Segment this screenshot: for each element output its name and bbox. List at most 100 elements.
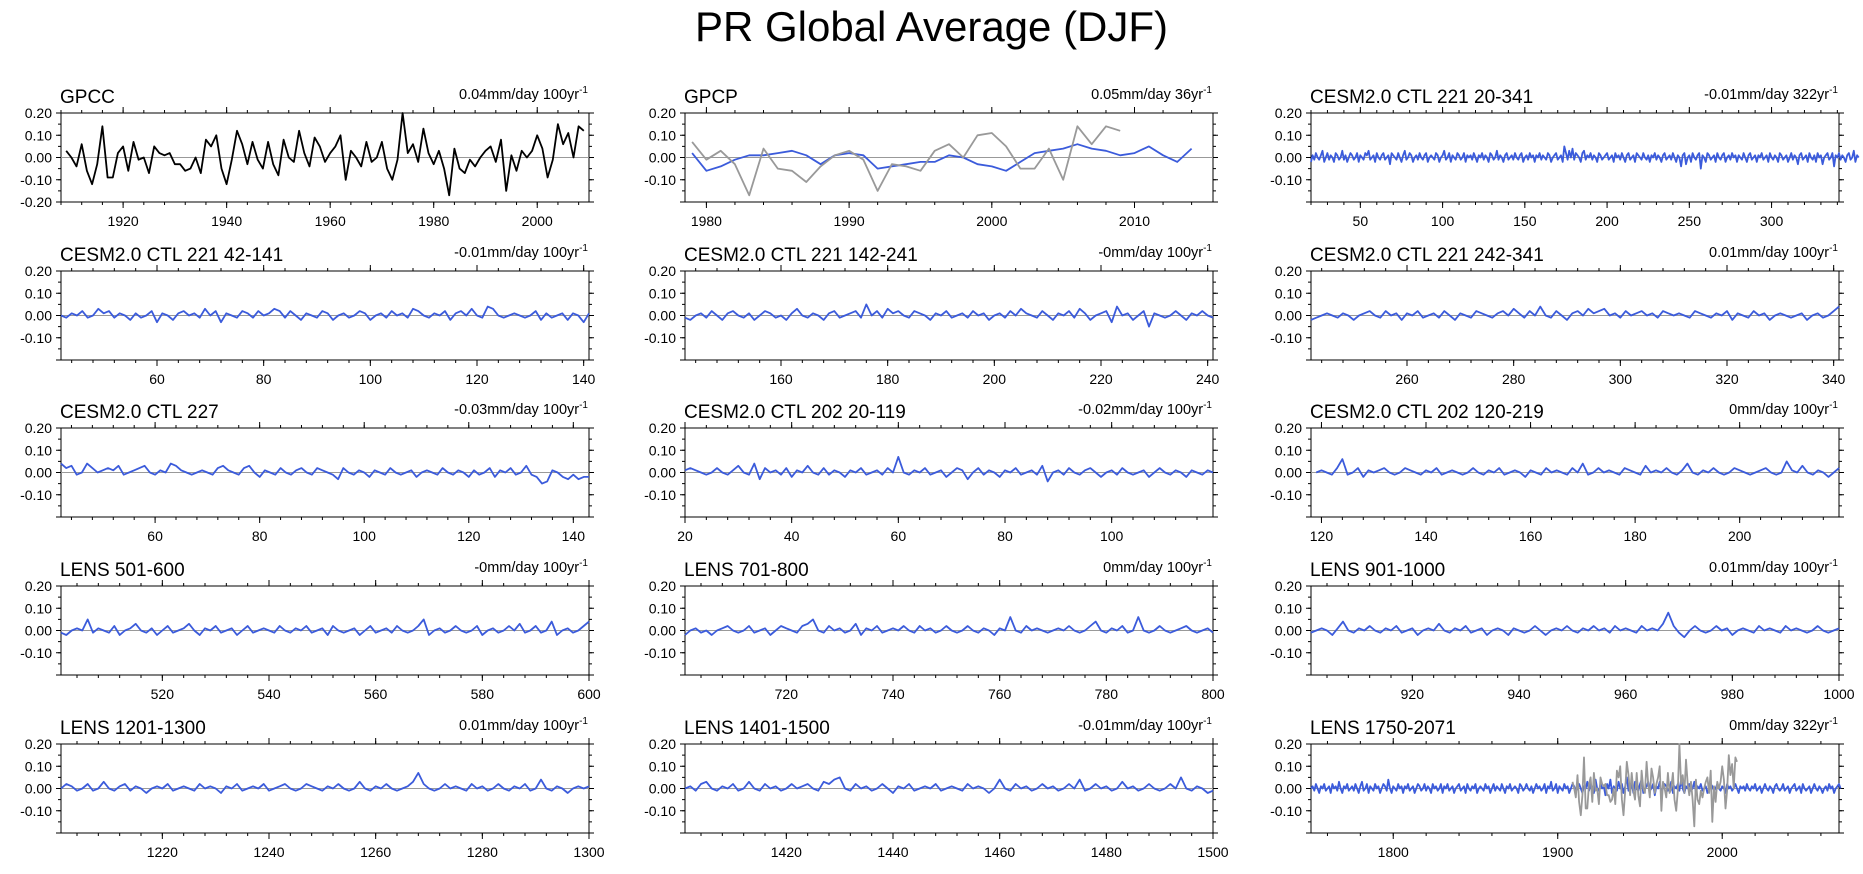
x-tick-label: 250 xyxy=(1678,213,1702,229)
trend-value: 0mm/day 100yr xyxy=(1103,560,1203,576)
series-line xyxy=(1315,458,1840,478)
x-tick-label: 20 xyxy=(677,528,693,544)
x-tick-label: 980 xyxy=(1721,686,1745,702)
y-tick-label: 0.10 xyxy=(649,600,676,616)
panel-title: CESM2.0 CTL 202 120-219 xyxy=(1310,402,1544,423)
x-tick-label: 220 xyxy=(1089,371,1113,387)
chart-panel: 0.20 0.10 0.00 -0.10 -0.20 1920 1940 1960 1980 20… xyxy=(20,85,594,229)
y-tick-label: 0.10 xyxy=(649,127,676,143)
x-tick-label: 240 xyxy=(1196,371,1220,387)
trend-label: 0.04mm/day 100yr-1 xyxy=(459,85,588,103)
y-tick-label: 0.00 xyxy=(649,781,676,797)
y-tick-label: -0.20 xyxy=(20,194,52,210)
trend-value: -0mm/day 100yr xyxy=(474,560,579,576)
chart-panel: 0.20 0.10 0.00 -0.10 1420 1440 1460 1480 1500 LEN… xyxy=(644,716,1229,860)
panel-title: GPCP xyxy=(684,87,738,108)
y-tick-label: 0.20 xyxy=(1275,105,1302,121)
x-tick-label: 160 xyxy=(769,371,793,387)
y-tick-label: 0.20 xyxy=(1275,578,1302,594)
y-tick-label: 0.10 xyxy=(649,758,676,774)
x-tick-label: 140 xyxy=(572,371,596,387)
y-tick-label: 0.00 xyxy=(1275,308,1302,324)
series-line xyxy=(60,305,590,324)
y-tick-label: 0.00 xyxy=(1275,781,1302,797)
series-line xyxy=(684,455,1214,483)
trend-exponent: -1 xyxy=(1829,558,1838,569)
chart-panel: 0.20 0.10 0.00 -0.10 920 940 960 980 1000 LENS 90… xyxy=(1270,558,1855,702)
x-tick-label: 80 xyxy=(252,528,268,544)
trend-exponent: -1 xyxy=(1203,85,1212,96)
x-tick-label: 50 xyxy=(1353,213,1369,229)
y-tick-label: 0.10 xyxy=(1275,600,1302,616)
trend-exponent: -1 xyxy=(1203,558,1212,569)
y-tick-label: 0.20 xyxy=(25,105,52,121)
y-tick-label: 0.00 xyxy=(649,465,676,481)
series-line xyxy=(1310,611,1840,639)
trend-label: -0.03mm/day 100yr-1 xyxy=(454,400,588,418)
x-tick-label: 300 xyxy=(1760,213,1784,229)
trend-label: -0mm/day 100yr-1 xyxy=(474,558,588,576)
x-tick-label: 1220 xyxy=(147,844,178,860)
x-tick-label: 1000 xyxy=(1823,686,1854,702)
y-tick-label: 0.20 xyxy=(1275,736,1302,752)
x-tick-label: 580 xyxy=(471,686,495,702)
series-line xyxy=(1310,305,1840,321)
trend-label: 0.01mm/day 100yr-1 xyxy=(1709,558,1838,576)
y-tick-label: 0.00 xyxy=(1275,623,1302,639)
trend-label: 0.01mm/day 100yr-1 xyxy=(1709,243,1838,261)
y-tick-label: 0.20 xyxy=(649,420,676,436)
series-line xyxy=(60,772,590,794)
trend-label: -0.02mm/day 100yr-1 xyxy=(1078,400,1212,418)
x-tick-label: 2000 xyxy=(522,213,553,229)
x-tick-label: 1800 xyxy=(1378,844,1409,860)
trend-exponent: -1 xyxy=(579,85,588,96)
x-tick-label: 1480 xyxy=(1091,844,1122,860)
y-tick-label: -0.10 xyxy=(644,803,676,819)
trend-label: 0mm/day 100yr-1 xyxy=(1103,558,1212,576)
chart-panel: 0.20 0.10 0.00 -0.10 60 80 100 120 140 CESM2.0 CT… xyxy=(20,243,595,387)
x-tick-label: 800 xyxy=(1201,686,1225,702)
x-tick-label: 140 xyxy=(1414,528,1438,544)
y-tick-label: 0.20 xyxy=(25,420,52,436)
chart-panel: 0.20 0.10 0.00 -0.10 1980 1990 2000 2010 GPCP 0.0… xyxy=(644,85,1218,229)
x-tick-label: 150 xyxy=(1513,213,1537,229)
panel-title: LENS 1750-2071 xyxy=(1310,718,1456,739)
y-tick-label: 0.20 xyxy=(649,105,676,121)
x-tick-label: 540 xyxy=(257,686,281,702)
trend-value: 0.05mm/day 36yr xyxy=(1091,87,1203,103)
y-tick-label: 0.00 xyxy=(25,781,52,797)
trend-exponent: -1 xyxy=(579,243,588,254)
x-tick-label: 40 xyxy=(784,528,800,544)
x-tick-label: 60 xyxy=(147,528,163,544)
chart-panel: 0.20 0.10 0.00 -0.10 1800 1900 2000 LENS 1750-2… xyxy=(1270,716,1844,860)
panel-title: LENS 901-1000 xyxy=(1310,560,1445,581)
x-tick-label: 120 xyxy=(1310,528,1334,544)
y-tick-label: 0.10 xyxy=(1275,285,1302,301)
x-tick-label: 1260 xyxy=(360,844,391,860)
x-tick-label: 260 xyxy=(1395,371,1419,387)
x-tick-label: 80 xyxy=(997,528,1013,544)
panel-title: CESM2.0 CTL 221 142-241 xyxy=(684,245,918,266)
x-tick-label: 1240 xyxy=(253,844,284,860)
y-tick-label: 0.10 xyxy=(25,285,52,301)
chart-panel: 0.20 0.10 0.00 -0.10 1220 1240 1260 1280 1300 LEN… xyxy=(20,716,605,860)
y-tick-label: -0.10 xyxy=(20,645,52,661)
x-tick-label: 1980 xyxy=(418,213,449,229)
trend-exponent: -1 xyxy=(1829,85,1838,96)
x-tick-label: 1460 xyxy=(984,844,1015,860)
x-tick-label: 280 xyxy=(1502,371,1526,387)
x-tick-label: 120 xyxy=(465,371,489,387)
x-tick-label: 940 xyxy=(1507,686,1531,702)
x-tick-label: 200 xyxy=(1595,213,1619,229)
panel-title: CESM2.0 CTL 221 42-141 xyxy=(60,245,283,266)
x-tick-label: 720 xyxy=(775,686,799,702)
trend-exponent: -1 xyxy=(1829,243,1838,254)
trend-label: 0.01mm/day 100yr-1 xyxy=(459,716,588,734)
x-tick-label: 1300 xyxy=(573,844,604,860)
y-tick-label: 0.10 xyxy=(25,758,52,774)
y-tick-label: 0.20 xyxy=(1275,263,1302,279)
trend-label: -0.01mm/day 100yr-1 xyxy=(1078,716,1212,734)
x-tick-label: 320 xyxy=(1715,371,1739,387)
x-tick-label: 1960 xyxy=(315,213,346,229)
series-line xyxy=(684,616,1214,636)
